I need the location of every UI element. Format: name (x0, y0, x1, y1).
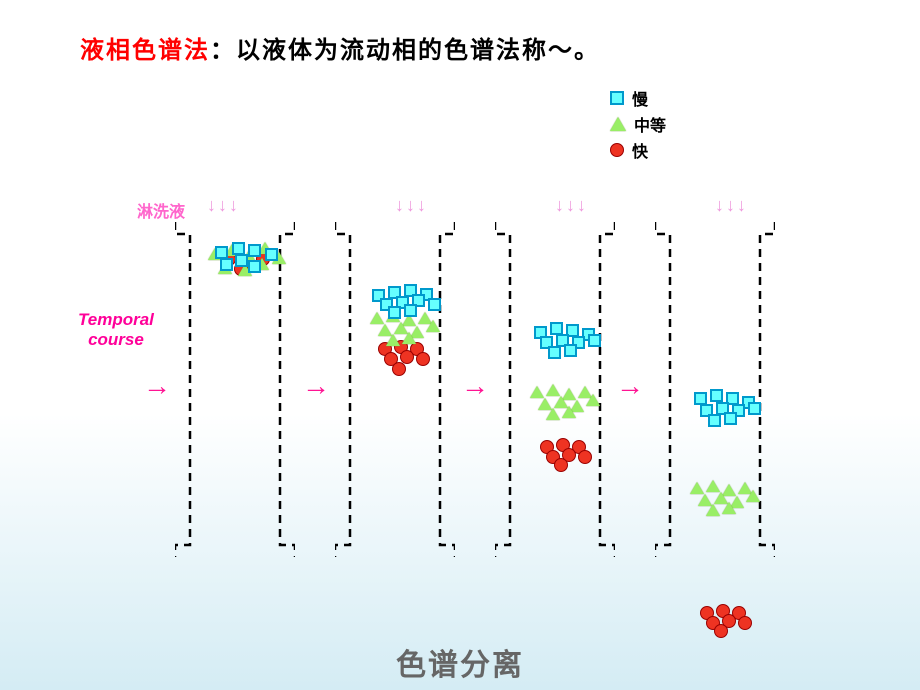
triangle-icon (562, 406, 576, 418)
square-icon (248, 244, 261, 257)
column-shape (335, 222, 455, 557)
legend-medium: 中等 (610, 111, 666, 137)
bottom-title: 色谱分离 (0, 640, 920, 684)
down-arrows-2: ↓↓↓ (395, 195, 426, 216)
column-2 (335, 222, 455, 557)
square-icon (235, 254, 248, 267)
temporal-course-label: Temporal course (78, 310, 154, 351)
title-keyword: 液相色谱法 (80, 37, 210, 64)
square-icon (428, 298, 441, 311)
circle-icon (714, 624, 728, 638)
square-icon (220, 258, 233, 271)
circle-icon (554, 458, 568, 472)
time-arrow-4: → (616, 370, 644, 402)
triangle-icon (546, 408, 560, 420)
square-icon (548, 346, 561, 359)
temporal-line2: course (78, 330, 154, 350)
circle-icon (392, 362, 406, 376)
square-icon (748, 402, 761, 415)
triangle-icon (370, 312, 384, 324)
legend-fast-label: 快 (632, 138, 648, 162)
temporal-line1: Temporal (78, 310, 154, 330)
circle-icon (578, 450, 592, 464)
eluent-label: 淋洗液 (137, 198, 185, 222)
legend-fast: 快 (610, 137, 666, 163)
triangle-icon (610, 117, 626, 131)
triangle-icon (586, 394, 600, 406)
square-icon (404, 304, 417, 317)
triangle-icon (706, 480, 720, 492)
square-icon (564, 344, 577, 357)
circle-icon (416, 352, 430, 366)
down-arrows-1: ↓↓↓ (207, 195, 238, 216)
legend-slow: 慢 (610, 85, 666, 111)
title-rest: ：以液体为流动相的色谱法称～。 (210, 37, 600, 64)
triangle-icon (426, 320, 440, 332)
time-arrow-3: → (461, 370, 489, 402)
triangle-icon (386, 334, 400, 346)
time-arrow-2: → (302, 370, 330, 402)
time-arrow-1: → (143, 370, 171, 402)
circle-icon (738, 616, 752, 630)
square-icon (708, 414, 721, 427)
triangle-icon (530, 386, 544, 398)
square-icon (265, 248, 278, 261)
legend-medium-label: 中等 (634, 112, 666, 136)
triangle-icon (402, 332, 416, 344)
triangle-icon (690, 482, 704, 494)
square-icon (710, 389, 723, 402)
square-icon (248, 260, 261, 273)
legend-slow-label: 慢 (632, 86, 648, 110)
square-icon (388, 306, 401, 319)
square-icon (588, 334, 601, 347)
triangle-icon (722, 502, 736, 514)
square-icon (610, 91, 624, 105)
triangle-icon (746, 490, 760, 502)
legend: 慢 中等 快 (610, 85, 666, 163)
triangle-icon (706, 504, 720, 516)
square-icon (724, 412, 737, 425)
down-arrows-4: ↓↓↓ (715, 195, 746, 216)
circle-icon (610, 143, 624, 157)
page-title: 液相色谱法：以液体为流动相的色谱法称～。 (80, 30, 600, 65)
down-arrows-3: ↓↓↓ (555, 195, 586, 216)
triangle-icon (546, 384, 560, 396)
